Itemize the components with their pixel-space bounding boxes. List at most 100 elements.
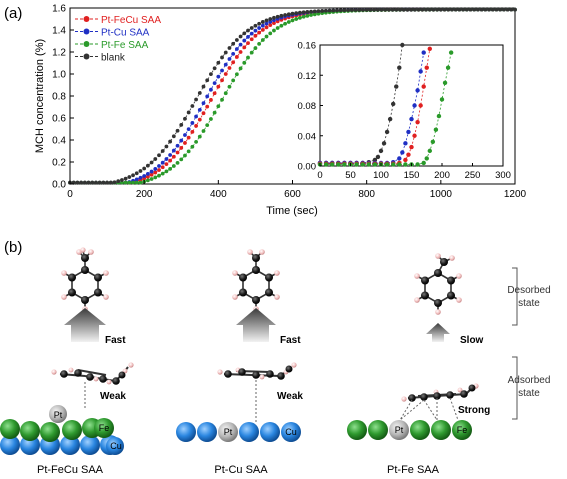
legend-marker xyxy=(83,28,90,35)
data-point xyxy=(157,153,161,158)
data-point xyxy=(171,154,176,159)
x-tick-label: 800 xyxy=(358,189,375,200)
data-point xyxy=(220,68,224,73)
desorbed-label-line2: state xyxy=(518,298,540,309)
legend-label: Pt-FeCu SAA xyxy=(101,15,161,26)
y-tick-label: 0.0 xyxy=(52,180,66,191)
data-point xyxy=(201,111,206,116)
data-point xyxy=(101,180,106,185)
data-point xyxy=(268,17,273,21)
data-point xyxy=(179,146,184,150)
inset-y-tick-label: 0.00 xyxy=(298,162,317,173)
inset-data-point xyxy=(424,65,429,70)
data-point xyxy=(483,7,488,12)
data-point xyxy=(420,7,425,12)
inset-data-point xyxy=(360,162,365,167)
data-point xyxy=(357,8,362,12)
data-point xyxy=(127,175,132,179)
desorption-speed-label: Fast xyxy=(280,335,301,346)
inset-chart: 0 50 100 150 200 250 300 0.00 0.04 0.08 0.12 0.16 xyxy=(298,41,511,182)
inset-data-point xyxy=(394,84,399,89)
data-point xyxy=(316,9,321,14)
desorption-arrow xyxy=(426,323,450,342)
data-point xyxy=(157,168,161,172)
data-point xyxy=(223,62,228,67)
inset-data-point xyxy=(409,116,414,122)
data-point xyxy=(398,7,402,12)
interaction-label: Weak xyxy=(277,391,303,402)
data-point xyxy=(153,170,158,175)
data-point xyxy=(438,7,443,12)
inset-data-point xyxy=(421,84,426,89)
inset-data-point xyxy=(366,162,371,167)
column-pt-cu: Fast Weak Pt Cu Pt-Cu SAA xyxy=(176,249,303,476)
x-tick-label: 1000 xyxy=(430,189,453,200)
inset-data-point xyxy=(397,162,402,167)
data-point xyxy=(286,20,291,24)
data-point xyxy=(205,104,210,109)
data-point xyxy=(145,178,150,183)
data-point xyxy=(253,28,258,33)
data-point xyxy=(142,174,147,178)
data-point xyxy=(476,7,480,12)
data-point xyxy=(260,38,265,42)
data-point xyxy=(309,9,313,14)
legend-marker xyxy=(83,16,90,22)
data-point xyxy=(123,180,128,185)
inset-data-point xyxy=(372,157,378,163)
inset-x-tick-label: 0 xyxy=(317,170,322,181)
data-point xyxy=(390,7,395,12)
data-point xyxy=(179,122,184,127)
data-point xyxy=(138,169,143,173)
data-point xyxy=(368,7,373,12)
inset-data-point xyxy=(406,152,411,157)
data-point xyxy=(275,26,280,30)
data-point xyxy=(431,7,436,12)
data-point xyxy=(205,123,210,128)
data-point xyxy=(279,23,284,28)
data-point xyxy=(260,20,265,24)
data-point xyxy=(260,27,265,32)
data-point xyxy=(268,19,273,24)
data-point xyxy=(168,158,173,163)
data-point xyxy=(372,7,376,12)
data-point xyxy=(238,66,243,71)
data-point xyxy=(379,7,384,12)
data-point xyxy=(157,173,161,178)
data-point xyxy=(216,74,221,79)
data-point xyxy=(227,66,232,70)
data-point xyxy=(464,7,469,12)
data-point xyxy=(457,7,462,12)
inset-data-point xyxy=(354,162,359,167)
data-point xyxy=(179,138,184,143)
data-point xyxy=(105,180,109,185)
data-point xyxy=(212,91,217,96)
data-point xyxy=(183,133,187,137)
data-point xyxy=(131,180,135,185)
data-point xyxy=(264,21,269,26)
data-point xyxy=(246,28,250,33)
data-point xyxy=(112,180,117,185)
data-point xyxy=(231,78,236,83)
data-point xyxy=(494,7,499,12)
inset-data-point xyxy=(384,129,390,135)
y-axis-label: MCH concentration (%) xyxy=(34,39,46,153)
legend-label: Pt-Cu SAA xyxy=(101,27,150,38)
data-point xyxy=(183,153,187,158)
inset-data-point xyxy=(397,65,402,70)
data-point xyxy=(94,180,98,185)
data-point xyxy=(171,148,176,153)
inset-data-point xyxy=(421,160,426,166)
data-point xyxy=(416,7,421,12)
data-point xyxy=(286,12,291,17)
y-tick-label: 0.8 xyxy=(52,92,66,103)
data-point xyxy=(242,45,247,50)
data-point xyxy=(194,114,198,119)
data-point xyxy=(227,46,232,50)
inset-axis-ticks: 0 50 100 150 200 250 300 0.00 0.04 0.08 0.12 0.16 xyxy=(298,41,511,182)
data-point xyxy=(149,172,154,177)
inset-data-point xyxy=(391,162,396,167)
data-point xyxy=(242,38,247,43)
inset-data-point xyxy=(391,101,396,107)
data-point xyxy=(157,164,161,168)
